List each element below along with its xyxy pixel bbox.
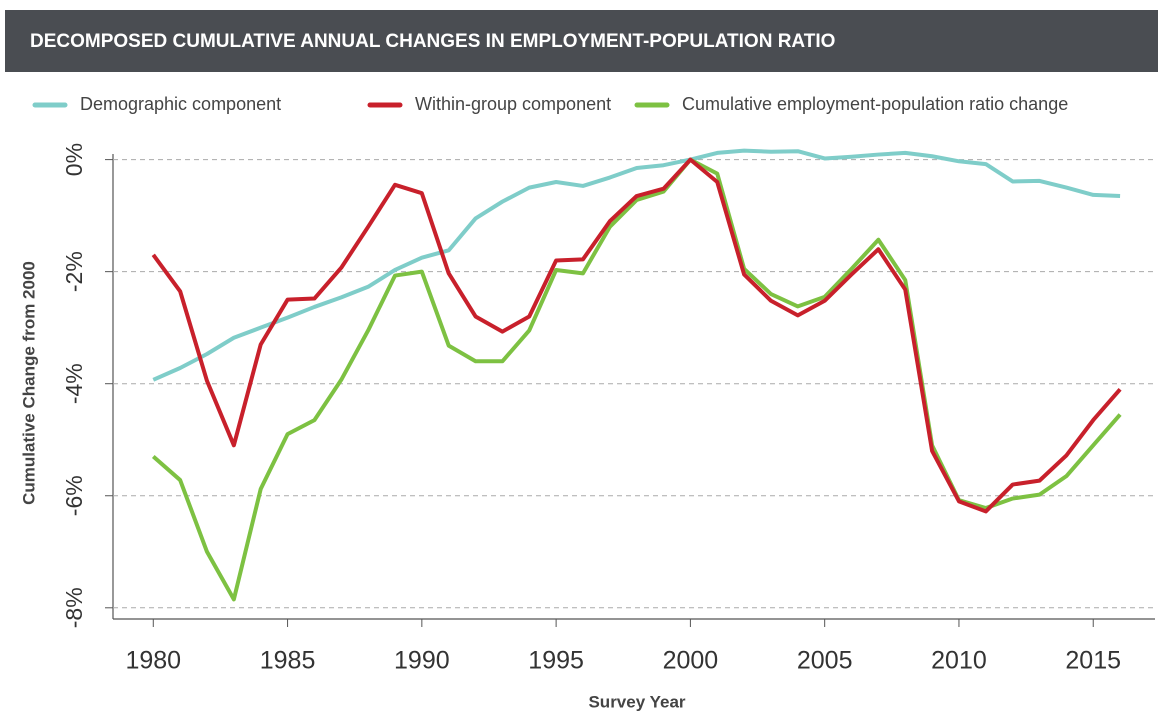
y-axis-title: Cumulative Change from 2000: [19, 261, 38, 505]
x-tick-label: 2005: [797, 647, 853, 675]
x-tick-label: 2015: [1065, 647, 1121, 675]
y-tick-label: -2%: [61, 251, 87, 292]
chart-title: DECOMPOSED CUMULATIVE ANNUAL CHANGES IN …: [30, 31, 835, 52]
x-tick-label: 2000: [663, 647, 719, 675]
x-tick-label: 2010: [931, 647, 987, 675]
header-bar: [5, 10, 1158, 72]
legend-label: Within-group component: [415, 94, 611, 114]
y-tick-label: -6%: [61, 475, 87, 516]
x-tick-label: 1985: [260, 647, 316, 675]
y-tick-label: -8%: [61, 587, 87, 628]
x-axis-title: Survey Year: [588, 692, 685, 711]
x-tick-label: 1980: [125, 647, 181, 675]
legend-label: Cumulative employment-population ratio c…: [682, 94, 1068, 114]
x-tick-label: 1995: [528, 647, 584, 675]
series-line: [152, 148, 1121, 382]
x-tick-label: 1990: [394, 647, 450, 675]
y-tick-label: 0%: [61, 143, 87, 176]
legend-label: Demographic component: [80, 94, 281, 114]
series-line: [151, 157, 1122, 514]
series-line: [151, 157, 1122, 602]
y-tick-label: -4%: [61, 363, 87, 404]
